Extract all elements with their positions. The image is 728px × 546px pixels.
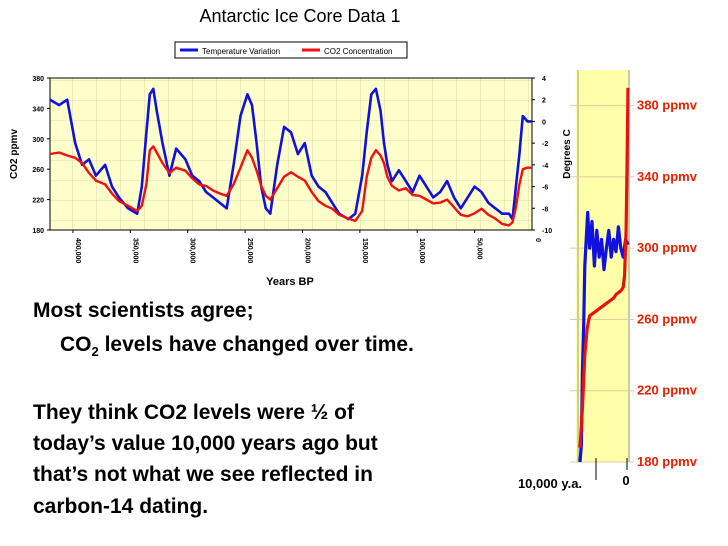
y2-tick-label: 2 bbox=[542, 98, 546, 105]
chart-title: Antarctic Ice Core Data 1 bbox=[199, 6, 400, 26]
slide-paragraph-line-1: They think CO2 levels were ½ of bbox=[33, 401, 354, 424]
series-line-temperature bbox=[49, 87, 532, 221]
y2-tick-label: 4 bbox=[542, 76, 546, 83]
y2-axis-label: Degrees C bbox=[562, 129, 573, 178]
y2-tick-label: -6 bbox=[542, 185, 548, 192]
zoom-y-tick-label: 260 ppmv bbox=[637, 311, 698, 326]
zoom-x-label-start: 10,000 y.a. bbox=[518, 476, 582, 491]
zoom-y-tick-label: 340 ppmv bbox=[637, 169, 698, 184]
zoom-x-label-end: 0 bbox=[622, 473, 629, 488]
x-tick-label: 200,000 bbox=[303, 238, 310, 263]
zoom-series-line-co2 bbox=[578, 87, 630, 448]
x-axis-label: Years BP bbox=[266, 276, 314, 288]
zoom-y-tick-label: 220 ppmv bbox=[637, 383, 698, 398]
x-tick-label: 350,000 bbox=[131, 238, 138, 263]
slide-paragraph-line-4: carbon-14 dating. bbox=[33, 495, 209, 518]
y2-tick-label: -10 bbox=[542, 228, 552, 235]
x-tick-label: 300,000 bbox=[189, 238, 196, 263]
co2-prefix: CO bbox=[60, 333, 92, 356]
slide-paragraph-line-3: that’s not what we see reflected in bbox=[33, 463, 373, 486]
slide-paragraph-line-2: today’s value 10,000 years ago but bbox=[33, 432, 378, 455]
x-tick-label: 150,000 bbox=[361, 238, 368, 263]
zoom-y-tick-label: 180 ppmv bbox=[637, 454, 698, 469]
legend-label-temperature: Temperature Variation bbox=[202, 47, 280, 56]
slide-text-agree: Most scientists agree; bbox=[33, 299, 254, 322]
y2-tick-label: -8 bbox=[542, 206, 548, 213]
y-tick-label: 180 bbox=[32, 228, 44, 235]
x-tick-label: 250,000 bbox=[246, 238, 253, 263]
y-tick-label: 220 bbox=[32, 198, 44, 205]
x-tick-label: 100,000 bbox=[418, 238, 425, 263]
y-axis-label: CO2 ppmv bbox=[9, 129, 20, 179]
y2-tick-label: 0 bbox=[542, 119, 546, 126]
y-tick-label: 300 bbox=[32, 137, 44, 144]
x-tick-label: 400,000 bbox=[74, 238, 81, 263]
slide-text-co2-changed: CO2 levels have changed over time. bbox=[60, 330, 414, 367]
series-line-co2 bbox=[49, 145, 532, 227]
co2-subscript: 2 bbox=[91, 344, 99, 360]
zoom-series-line-temperature bbox=[578, 210, 630, 463]
x-end-label: 0 bbox=[536, 238, 543, 242]
legend-label-co2: CO2 Concentration bbox=[324, 47, 392, 56]
co2-suffix: levels have changed over time. bbox=[98, 333, 414, 356]
zoom-y-tick-label: 380 ppmv bbox=[637, 98, 698, 113]
y-tick-label: 340 bbox=[32, 106, 44, 113]
y-tick-label: 380 bbox=[32, 76, 44, 83]
y-tick-label: 260 bbox=[32, 167, 44, 174]
y2-tick-label: -2 bbox=[542, 141, 548, 148]
zoom-y-tick-label: 300 ppmv bbox=[637, 240, 698, 255]
y2-tick-label: -4 bbox=[542, 163, 548, 170]
chart-legend: Temperature Variation CO2 Concentration bbox=[174, 41, 408, 59]
x-tick-label: 50,000 bbox=[476, 238, 483, 260]
